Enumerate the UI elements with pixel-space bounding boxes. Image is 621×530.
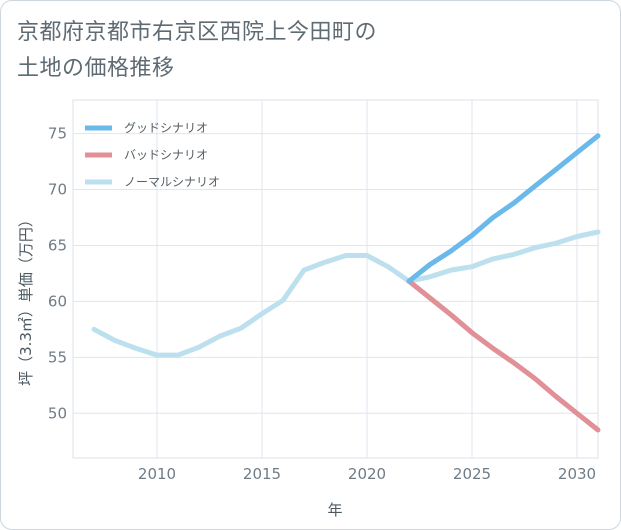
- chart-title-line-2: 土地の価格推移: [17, 56, 175, 81]
- x-tick-label: 2020: [348, 465, 386, 483]
- legend-label: バッドシナリオ: [124, 148, 208, 162]
- y-tick-label: 55: [48, 348, 67, 366]
- y-tick-label: 60: [48, 292, 67, 310]
- plot-area: [72, 99, 599, 459]
- series-layer: [91, 133, 601, 433]
- y-tick-label: 50: [48, 404, 67, 422]
- y-tick-label: 70: [48, 181, 67, 199]
- x-tick-labels: 2010 2015 2020 2025 2030: [138, 465, 596, 483]
- x-tick-label: 2030: [558, 465, 596, 483]
- x-axis-label: 年: [327, 501, 342, 519]
- x-tick-label: 2015: [243, 465, 281, 483]
- x-tick-label: 2025: [453, 465, 491, 483]
- series-line-1: [406, 133, 601, 284]
- legend-label: ノーマルシナリオ: [124, 175, 220, 189]
- series-line-3: [91, 229, 601, 358]
- chart-title: 京都府京都市右京区西院上今田町の 土地の価格推移: [17, 15, 457, 87]
- x-tick-label: 2010: [138, 465, 176, 483]
- chart-title-line-1: 京都府京都市右京区西院上今田町の: [17, 20, 378, 45]
- legend-label: グッドシナリオ: [124, 121, 208, 135]
- y-tick-label: 75: [48, 125, 67, 143]
- y-tick-labels: 50 55 60 65 70 75: [48, 125, 67, 423]
- series-line-2: [406, 278, 601, 433]
- y-axis-label: 坪（3.3㎡）単価（万円）: [17, 212, 35, 386]
- y-tick-label: 65: [48, 236, 67, 254]
